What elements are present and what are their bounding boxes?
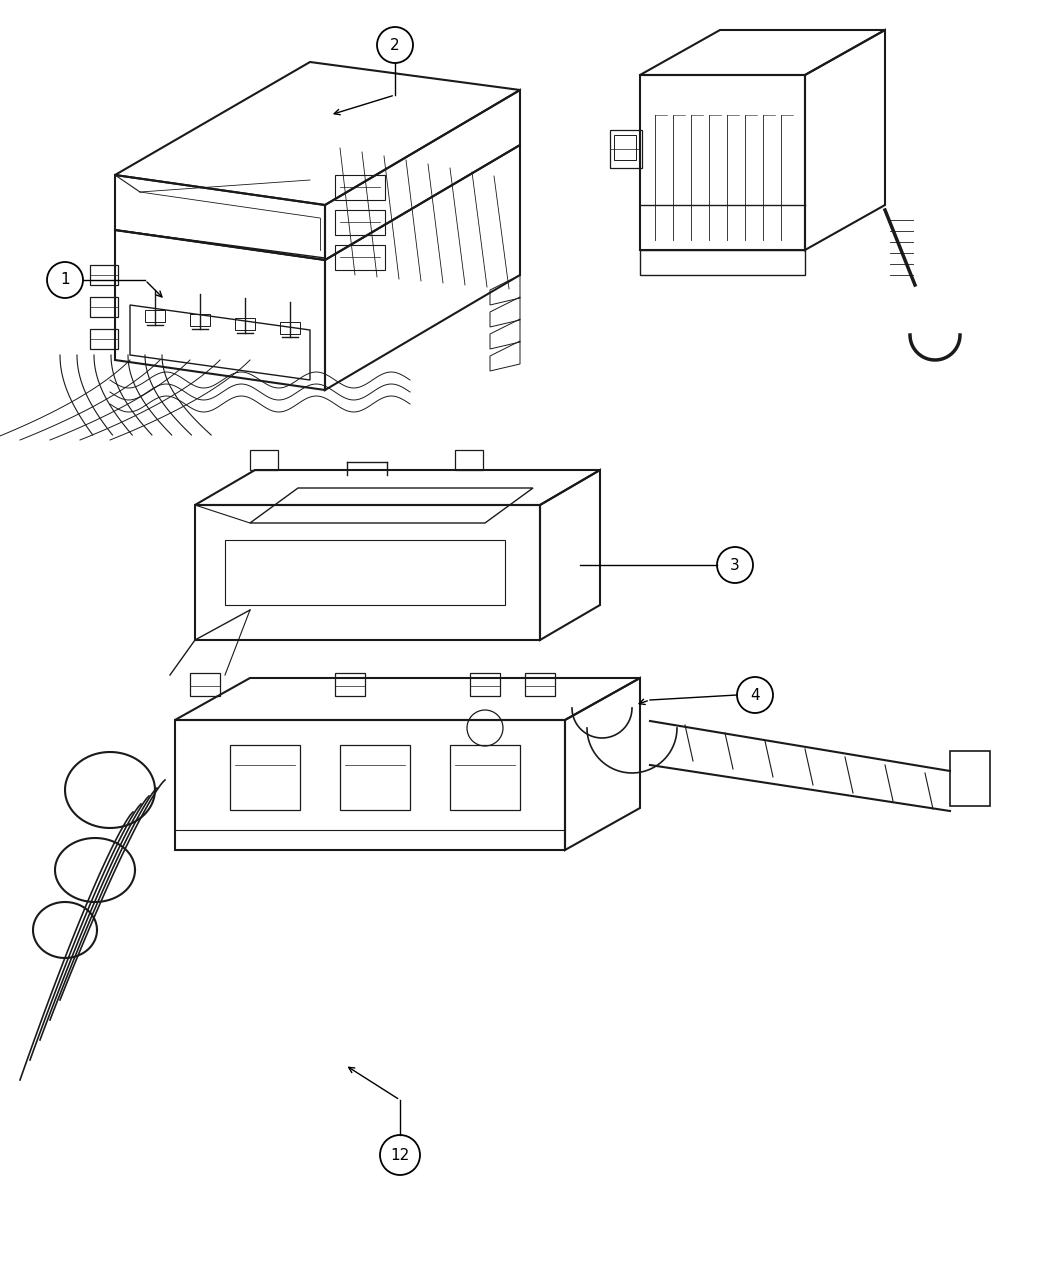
Text: 12: 12 bbox=[391, 1148, 410, 1163]
Bar bbox=[225, 541, 505, 606]
Text: 1: 1 bbox=[60, 273, 69, 287]
Bar bbox=[335, 245, 385, 270]
Bar bbox=[614, 135, 636, 159]
Bar bbox=[235, 317, 255, 330]
Bar bbox=[455, 450, 483, 470]
Bar bbox=[335, 175, 385, 200]
Bar bbox=[90, 297, 118, 317]
Text: 2: 2 bbox=[391, 37, 400, 52]
Bar bbox=[450, 745, 520, 810]
Bar bbox=[230, 745, 300, 810]
Bar bbox=[190, 314, 210, 326]
Text: 3: 3 bbox=[730, 557, 740, 572]
Bar bbox=[90, 265, 118, 286]
Bar bbox=[250, 450, 278, 470]
Bar bbox=[340, 745, 410, 810]
Text: 4: 4 bbox=[750, 687, 760, 703]
Bar bbox=[145, 310, 165, 323]
Bar bbox=[610, 130, 642, 168]
Bar bbox=[335, 210, 385, 235]
Bar bbox=[950, 751, 990, 806]
Bar bbox=[280, 323, 300, 334]
Bar bbox=[90, 329, 118, 349]
